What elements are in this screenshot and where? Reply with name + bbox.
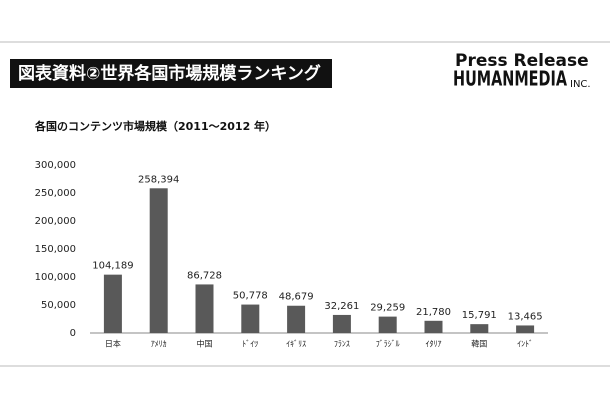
bar	[516, 325, 535, 333]
x-tick-label: ﾌﾗﾝｽ	[334, 340, 350, 349]
value-label: 258,394	[138, 174, 179, 185]
bar	[378, 316, 397, 333]
y-tick-label: 300,000	[35, 160, 76, 171]
bar	[287, 305, 306, 333]
value-label: 15,791	[462, 310, 497, 321]
y-tick-label: 50,000	[41, 300, 76, 311]
value-label: 50,778	[233, 291, 268, 302]
value-label: 32,261	[324, 301, 359, 312]
value-label: 13,465	[508, 311, 543, 322]
y-tick-label: 250,000	[35, 188, 76, 199]
bar	[241, 304, 260, 333]
logo-top: Press Release	[455, 51, 589, 71]
bar	[149, 188, 168, 333]
x-tick-label: ﾌﾞﾗｼﾞﾙ	[376, 340, 400, 349]
x-tick-label: ｲﾀﾘｱ	[426, 340, 442, 349]
x-tick-label: ｲﾝﾄﾞ	[517, 340, 533, 349]
bar	[103, 274, 122, 333]
value-label: 29,259	[370, 303, 405, 314]
x-tick-label: 中国	[197, 339, 213, 349]
logo-main: HUMANMEDIA	[453, 67, 567, 91]
x-tick-label: 日本	[105, 339, 121, 349]
bar	[332, 314, 351, 333]
chart-title: 各国のコンテンツ市場規模（2011～2012 年）	[34, 119, 276, 133]
y-tick-label: 0	[70, 328, 76, 339]
x-tick-label: 韓国	[471, 339, 487, 349]
value-label: 86,728	[187, 270, 222, 281]
y-tick-label: 150,000	[35, 244, 76, 255]
value-label: 21,780	[416, 307, 451, 318]
header-title: 図表資料②世界各国市場規模ランキング	[18, 63, 321, 84]
bar	[195, 284, 214, 333]
value-label: 48,679	[279, 292, 314, 303]
value-label: 104,189	[92, 261, 133, 272]
y-tick-label: 100,000	[35, 272, 76, 283]
y-tick-label: 200,000	[35, 216, 76, 227]
x-tick-label: ﾄﾞｲﾂ	[242, 340, 258, 349]
x-tick-label: ｱﾒﾘｶ	[151, 340, 167, 349]
header-box	[10, 59, 332, 88]
logo-suffix: INC.	[570, 79, 591, 90]
bar	[424, 320, 443, 333]
x-tick-label: ｲｷﾞﾘｽ	[286, 340, 306, 349]
bar	[470, 324, 489, 333]
